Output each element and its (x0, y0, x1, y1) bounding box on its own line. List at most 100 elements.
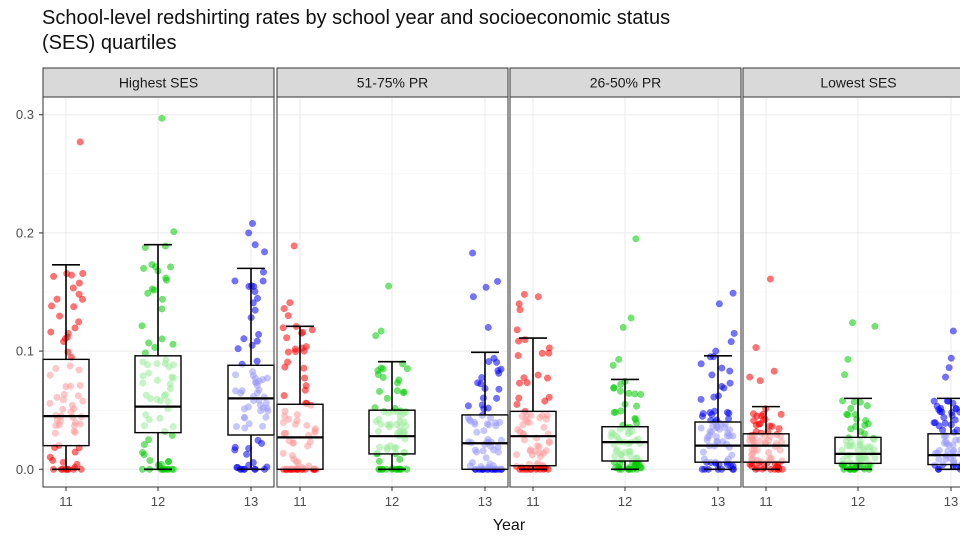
facet-label: 51-75% PR (357, 75, 429, 91)
data-point (284, 358, 292, 366)
facet-label: 26-50% PR (590, 75, 662, 91)
data-point (400, 388, 408, 396)
data-point (493, 277, 502, 285)
data-point (848, 319, 857, 327)
data-point (284, 348, 292, 356)
data-point (164, 457, 173, 466)
box-iqr (694, 421, 742, 463)
data-point (231, 277, 239, 285)
data-point (697, 360, 705, 368)
data-point (167, 263, 175, 271)
data-point (75, 290, 83, 298)
box-iqr (742, 433, 790, 463)
x-tick-label: 12 (385, 494, 399, 509)
data-point (146, 456, 154, 465)
data-point (514, 351, 522, 360)
data-point (158, 295, 166, 303)
box-iqr (601, 426, 649, 462)
data-point (71, 448, 79, 456)
data-point (158, 335, 166, 343)
y-tick-label: 0.1 (16, 344, 34, 359)
data-point (615, 355, 623, 363)
data-point (140, 451, 148, 459)
data-point (260, 248, 269, 256)
data-point (290, 242, 298, 250)
data-point (283, 334, 291, 342)
panel-border (42, 96, 275, 488)
data-point (464, 402, 472, 410)
data-point (947, 354, 955, 362)
data-point (138, 322, 146, 330)
data-point (301, 374, 309, 382)
data-point (484, 404, 492, 412)
box-iqr (509, 410, 557, 467)
data-point (292, 348, 300, 356)
data-point (520, 374, 528, 382)
data-point (48, 302, 56, 310)
data-point (140, 264, 148, 272)
data-point (251, 241, 259, 249)
data-point (245, 229, 253, 237)
data-point (727, 338, 735, 346)
data-point (234, 345, 242, 353)
data-point (259, 268, 268, 276)
data-point (79, 269, 87, 278)
data-point (534, 371, 542, 379)
y-tick-label: 0.3 (16, 107, 34, 122)
data-point (379, 373, 387, 382)
data-point (140, 440, 148, 449)
data-point (520, 290, 528, 298)
data-point (53, 295, 61, 303)
data-point (729, 289, 737, 297)
y-tick-label: 0.0 (16, 462, 34, 477)
data-point (374, 370, 382, 379)
data-point (377, 364, 385, 372)
data-point (930, 419, 938, 427)
x-tick-label: 13 (478, 494, 492, 509)
data-point (253, 337, 261, 345)
data-point (300, 364, 308, 372)
data-point (941, 419, 949, 427)
data-point (941, 373, 950, 381)
data-point (715, 300, 723, 308)
data-point (240, 335, 248, 343)
x-tick-label: 12 (851, 494, 865, 509)
data-point (259, 277, 267, 285)
data-point (839, 397, 847, 405)
data-point (777, 410, 785, 418)
data-point (513, 400, 521, 408)
x-tick-label: 13 (711, 494, 725, 509)
data-point (871, 322, 879, 330)
data-point (619, 323, 627, 332)
data-point (844, 355, 852, 363)
data-point (286, 299, 294, 307)
data-point (939, 426, 947, 434)
data-point (251, 306, 259, 314)
data-point (930, 397, 938, 405)
data-point (495, 385, 503, 393)
box-iqr (134, 355, 182, 434)
box-iqr (42, 358, 90, 447)
data-point (746, 373, 754, 381)
data-point (73, 460, 81, 468)
data-point (541, 397, 549, 405)
panel-border (742, 96, 960, 488)
data-point (612, 408, 620, 416)
x-tick-label: 11 (59, 494, 73, 509)
data-point (383, 394, 391, 402)
data-point (70, 303, 78, 311)
x-tick-label: 11 (526, 494, 540, 509)
data-point (770, 367, 778, 375)
data-point (750, 417, 758, 425)
data-point (616, 387, 624, 395)
facet-label: Highest SES (119, 75, 198, 91)
data-point (493, 394, 501, 402)
data-point (46, 453, 54, 461)
data-point (161, 242, 170, 250)
data-point (47, 328, 55, 336)
data-point (477, 380, 485, 388)
data-point (158, 305, 166, 313)
data-point (853, 415, 861, 423)
data-point (534, 293, 542, 301)
data-point (280, 392, 288, 400)
